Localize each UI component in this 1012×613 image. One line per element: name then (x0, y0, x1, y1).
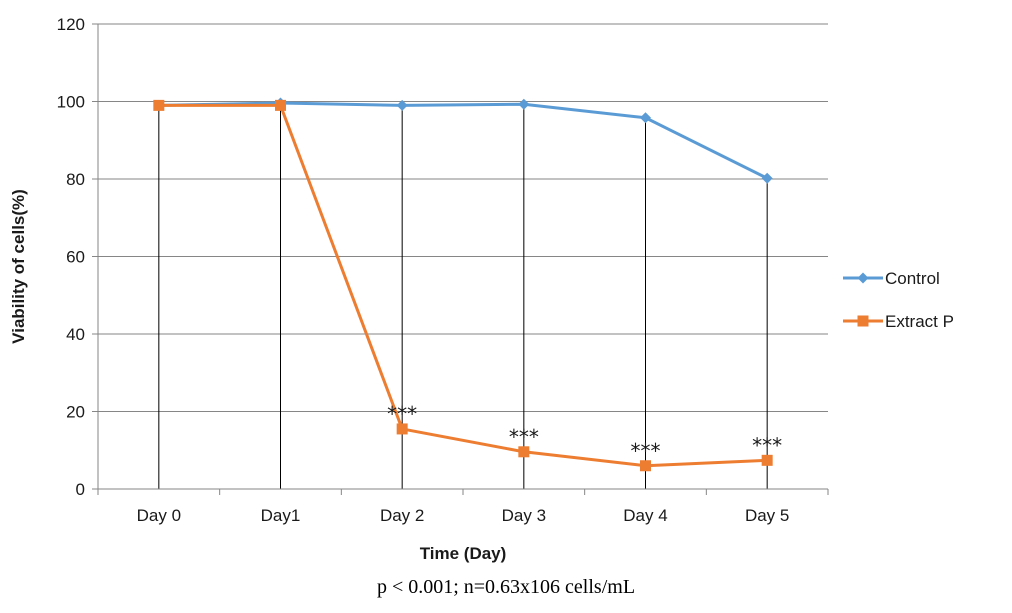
legend-label: Extract P (885, 312, 954, 331)
y-tick-label: 20 (66, 403, 85, 422)
significance-annotation: *** (631, 439, 661, 463)
data-point-control (761, 172, 773, 184)
significance-annotation: *** (509, 425, 539, 449)
x-tick-label: Day 3 (502, 506, 546, 525)
x-tick-label: Day 5 (745, 506, 789, 525)
series-control (153, 97, 773, 184)
x-axis-title: Time (Day) (420, 544, 507, 563)
series-extract-p (153, 99, 773, 472)
y-tick-label: 80 (66, 170, 85, 189)
y-tick-label: 120 (57, 15, 85, 34)
y-tick-label: 100 (57, 93, 85, 112)
x-tick-label: Day 2 (380, 506, 424, 525)
data-point-control (518, 98, 530, 110)
data-point-extract-p (761, 454, 773, 466)
x-tick-label: Day 0 (137, 506, 181, 525)
series (153, 97, 773, 472)
data-point-extract-p (275, 99, 286, 111)
x-tick-labels: Day 0 Day1 Day 2 Day 3 Day 4 Day 5 (137, 506, 790, 525)
y-axis-title: Viability of cells(%) (9, 189, 28, 344)
series-line-control (158, 101, 768, 180)
drop-lines (158, 103, 768, 489)
y-tick-label: 40 (66, 325, 85, 344)
data-point-extract-p (396, 423, 408, 435)
axes (92, 23, 829, 495)
legend-item-control: Control (843, 269, 940, 288)
data-point-extract-p (640, 460, 651, 472)
annotations: *** *** *** *** (387, 402, 782, 463)
legend-label: Control (885, 269, 940, 288)
data-point-extract-p (153, 99, 165, 111)
data-point-control (640, 112, 651, 124)
y-tick-label: 60 (66, 248, 85, 267)
legend-marker (857, 272, 869, 284)
legend: Control Extract P (843, 269, 954, 331)
significance-annotation: *** (387, 402, 417, 426)
data-point-extract-p (518, 446, 530, 458)
caption: p < 0.001; n=0.63x106 cells/mL (376, 576, 636, 598)
data-point-control (396, 99, 408, 111)
significance-annotation: *** (752, 433, 782, 457)
x-tick-label: Day1 (261, 506, 301, 525)
x-tick-label: Day 4 (623, 506, 667, 525)
series-line-extract-p (158, 103, 768, 468)
y-tick-label: 0 (76, 480, 85, 499)
gridlines (98, 23, 828, 412)
legend-marker (857, 315, 869, 327)
legend-item-extract-p: Extract P (843, 312, 954, 331)
y-tick-labels: 0 20 40 60 80 100 120 (57, 15, 85, 499)
